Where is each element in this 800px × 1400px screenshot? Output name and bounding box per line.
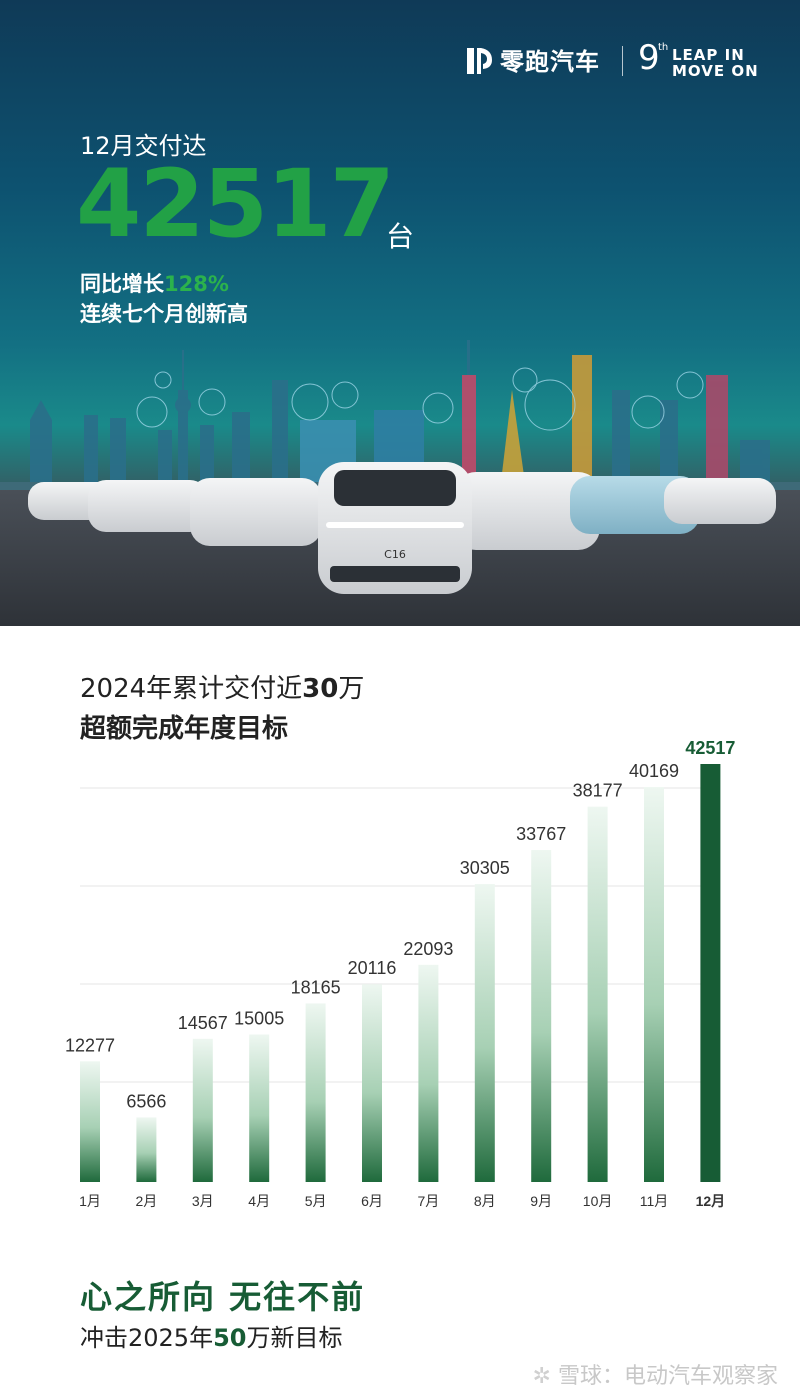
category-label-9: 9月: [530, 1193, 552, 1209]
bar-11: [644, 787, 664, 1182]
watermark-text: 雪球：电动汽车观察家: [557, 1364, 778, 1389]
bar-9: [531, 850, 552, 1182]
category-label-12: 12月: [696, 1193, 726, 1209]
value-label-2: 6566: [126, 1091, 166, 1111]
streak-line: 连续七个月创新高: [80, 302, 248, 326]
bar-8: [474, 884, 495, 1182]
yoy-prefix: 同比增长: [80, 272, 164, 296]
value-label-12: 42517: [685, 738, 735, 758]
city-skyline-and-cars-illustration: C16: [0, 340, 800, 626]
category-label-10: 10月: [583, 1193, 613, 1209]
yoy-value: 128%: [164, 272, 229, 296]
chart-category-labels: 1月 2月 3月 4月 5月 6月 7月 8月 9月 10月 11月 12月: [79, 1193, 725, 1209]
car-row: C16: [28, 462, 776, 594]
chart-value-labels: 12277 6566 14567 15005 18165 20116 22093 30305 3…: [65, 738, 735, 1111]
anniversary-suffix: th: [658, 42, 669, 53]
bar-7: [418, 964, 439, 1182]
category-label-5: 5月: [305, 1193, 327, 1209]
footer-sub-part2: 万新目标: [246, 1324, 343, 1352]
category-label-2: 2月: [136, 1193, 158, 1209]
category-label-6: 6月: [361, 1193, 383, 1209]
value-label-10: 38177: [573, 781, 623, 801]
category-label-11: 11月: [640, 1193, 669, 1209]
category-label-7: 7月: [418, 1193, 440, 1209]
chart-title-part1: 2024年累计交付近: [80, 674, 303, 704]
yoy-growth-line: 同比增长128%: [80, 268, 229, 298]
bar-6: [362, 984, 382, 1182]
hero-banner: 零跑汽车 9 th LEAP IN MOVE ON 12月交付达 42517 台…: [0, 0, 800, 626]
footer-title: 心之所向 无往不前: [80, 1278, 366, 1316]
bar-2: [136, 1117, 157, 1182]
chart-bars: [80, 764, 721, 1182]
slogan-line2: MOVE ON: [672, 62, 759, 80]
hero-delivery-number: 42517: [76, 150, 395, 259]
value-label-1: 12277: [65, 1035, 115, 1055]
value-label-6: 20116: [348, 958, 397, 978]
chart-subtitle: 超额完成年度目标: [80, 714, 289, 744]
value-label-11: 40169: [629, 761, 679, 781]
bar-3: [192, 1038, 213, 1182]
bar-4: [249, 1034, 270, 1182]
brand-name: 零跑汽车: [500, 48, 600, 76]
brand-logo-icon: [467, 48, 492, 74]
chart-title-highlight: 30: [302, 674, 339, 704]
chart-title-part2: 万: [338, 674, 365, 704]
bar-5: [305, 1003, 326, 1182]
bar-1: [80, 1061, 100, 1182]
category-label-4: 4月: [248, 1193, 270, 1209]
watermark: ✲ 雪球：电动汽车观察家: [533, 1358, 778, 1390]
slogan-line1: LEAP IN: [672, 46, 745, 64]
hero-caption: 12月交付达: [80, 132, 207, 160]
chart-grid: [80, 787, 720, 1083]
category-label-3: 3月: [192, 1193, 214, 1209]
logo-divider: [622, 46, 623, 76]
category-label-8: 8月: [474, 1193, 496, 1209]
footer-sub-highlight: 50: [213, 1324, 247, 1352]
bar-12: [700, 764, 721, 1182]
category-label-1: 1月: [79, 1193, 101, 1209]
value-label-5: 18165: [291, 977, 341, 997]
bar-10: [587, 806, 608, 1182]
monthly-deliveries-bar-chart: 12277 6566 14567 15005 18165 20116 22093 30305 3…: [65, 738, 735, 1209]
value-label-8: 30305: [460, 858, 510, 878]
value-label-7: 22093: [403, 939, 453, 959]
car-badge: C16: [384, 548, 406, 561]
hero-unit: 台: [386, 220, 415, 253]
value-label-4: 15005: [234, 1008, 284, 1028]
watermark-logo-icon: ✲: [532, 1364, 551, 1389]
value-label-3: 14567: [178, 1013, 228, 1033]
footer-sub-part1: 冲击2025年: [80, 1324, 214, 1352]
chart-title: 2024年累计交付近30万: [80, 668, 364, 705]
value-label-9: 33767: [516, 824, 566, 844]
anniversary-number: 9: [638, 38, 660, 78]
footer-subtitle: 冲击2025年50万新目标: [80, 1318, 342, 1353]
